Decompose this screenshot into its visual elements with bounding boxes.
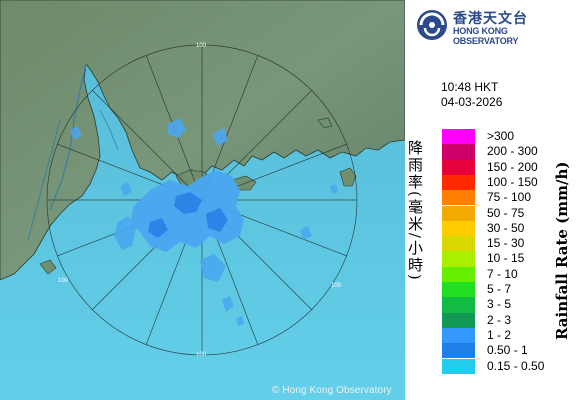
legend-swatch (442, 297, 475, 313)
logo-english-name: HONG KONG OBSERVATORY (453, 26, 519, 46)
legend-swatch (442, 327, 475, 344)
rain-echo (222, 296, 234, 312)
radar-echoes (70, 118, 338, 326)
legend-item: 7 - 10 (442, 266, 562, 282)
rain-echo (148, 218, 168, 238)
river (99, 109, 119, 151)
rain-echo (236, 316, 244, 326)
island (339, 167, 357, 187)
rain-echo (200, 254, 226, 282)
legend-item: 15 - 30 (442, 236, 562, 252)
legend-panel: 香港天文台 HONG KONG OBSERVATORY 10:48 HKT 04… (405, 0, 577, 400)
range-label: 100 (58, 278, 69, 284)
legend-swatch (442, 220, 475, 237)
legend-swatch (442, 144, 475, 160)
range-label: 100 (196, 352, 207, 358)
legend-label: 30 - 50 (487, 220, 525, 235)
radar-map-canvas: 100 100 100 100 (0, 0, 405, 400)
legend-item: 10 - 15 (442, 251, 562, 267)
radar-map[interactable]: 100 100 100 100 © Hong Kong Observatory (0, 0, 405, 400)
legend-swatch (442, 343, 475, 359)
rain-echo (168, 118, 186, 138)
legend-label: 0.15 - 0.50 (487, 358, 545, 373)
logo-chinese-name: 香港天文台 (453, 11, 528, 27)
rain-echo (174, 192, 202, 214)
hko-logo[interactable]: 香港天文台 HONG KONG OBSERVATORY (415, 8, 575, 46)
river (27, 119, 61, 241)
legend-label: 5 - 7 (487, 282, 512, 296)
legend-label: 0.50 - 1 (487, 343, 528, 358)
legend-item: 3 - 5 (442, 297, 562, 313)
hko-logo-icon (417, 10, 447, 40)
copyright-text: © Hong Kong Observatory (272, 385, 392, 396)
legend-item: 200 - 300 (442, 144, 562, 160)
range-label: 100 (331, 283, 342, 289)
legend-swatch (442, 236, 475, 252)
legend-item: 75 - 100 (442, 190, 562, 206)
legend-item: >300 (442, 129, 562, 145)
legend-title-chinese: 降雨率(毫米/小時) (406, 140, 424, 282)
legend-item: 5 - 7 (442, 282, 562, 298)
legend-swatch (442, 251, 475, 267)
legend-label: >300 (487, 129, 515, 143)
legend-label: 100 - 150 (487, 174, 538, 189)
legend-item: 150 - 200 (442, 159, 562, 175)
legend-label: 1 - 2 (487, 327, 512, 342)
legend-item: 30 - 50 (442, 220, 562, 237)
legend-swatch (442, 190, 475, 206)
legend-item: 0.15 - 0.50 (442, 358, 562, 374)
island (317, 117, 333, 129)
legend-label: 3 - 5 (487, 297, 512, 312)
rain-echo (114, 216, 136, 250)
legend-swatch (442, 282, 475, 298)
rain-echo (206, 208, 228, 232)
legend-swatch (442, 159, 475, 175)
rain-echo (330, 184, 338, 194)
legend-label: 10 - 15 (487, 251, 525, 266)
legend-swatch (442, 358, 475, 374)
legend-item: 0.50 - 1 (442, 343, 562, 359)
legend-swatch (442, 205, 475, 221)
island (39, 259, 57, 275)
legend-label: 7 - 10 (487, 266, 518, 281)
legend-label: 50 - 75 (487, 205, 525, 220)
rain-echo (120, 182, 132, 196)
legend-item: 2 - 3 (442, 312, 562, 328)
legend-label: 200 - 300 (487, 144, 538, 159)
legend-item: 50 - 75 (442, 205, 562, 221)
legend-label: 75 - 100 (487, 190, 532, 205)
timestamp-date: 04-03-2026 (441, 95, 503, 109)
legend-swatch (442, 174, 475, 191)
rain-echo (70, 126, 82, 140)
legend-swatch (442, 312, 475, 328)
range-label: 100 (196, 43, 207, 49)
legend-label: 2 - 3 (487, 312, 512, 327)
rain-echo (300, 226, 312, 240)
legend-item: 100 - 150 (442, 174, 562, 191)
rain-echo (212, 128, 228, 146)
legend-label: 15 - 30 (487, 236, 525, 251)
legend-swatch (442, 129, 475, 145)
timestamp-time: 10:48 HKT (441, 80, 499, 94)
legend-label: 150 - 200 (487, 159, 538, 174)
legend-item: 1 - 2 (442, 327, 562, 344)
legend-swatch (442, 266, 475, 282)
